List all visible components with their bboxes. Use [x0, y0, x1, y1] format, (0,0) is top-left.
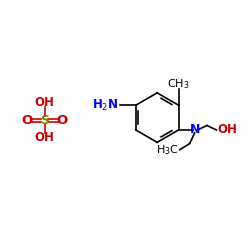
- Text: OH: OH: [218, 124, 238, 136]
- Text: O: O: [22, 114, 33, 126]
- Text: S: S: [40, 114, 49, 126]
- Text: H$_2$N: H$_2$N: [92, 98, 118, 113]
- Text: OH: OH: [35, 96, 54, 109]
- Text: N: N: [190, 124, 200, 136]
- Text: OH: OH: [35, 131, 54, 144]
- Text: CH$_3$: CH$_3$: [167, 77, 190, 90]
- Text: H$_3$C: H$_3$C: [156, 143, 178, 156]
- Text: O: O: [56, 114, 68, 126]
